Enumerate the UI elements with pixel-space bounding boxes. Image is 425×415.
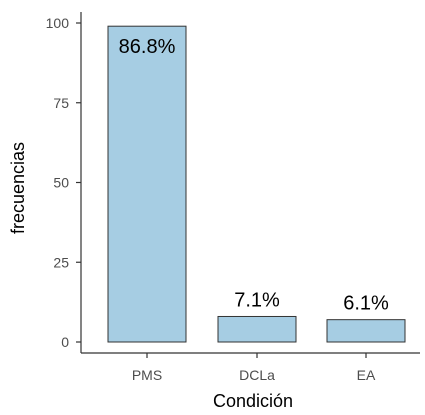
data-label-pms: 86.8%	[119, 36, 176, 58]
bars	[107, 25, 406, 343]
x-tick-label: PMS	[132, 367, 162, 383]
x-tick-label: DCLa	[239, 367, 275, 383]
y-tick-label: 100	[46, 15, 70, 31]
data-labels: 86.8% 7.1% 6.1%	[119, 36, 389, 314]
data-label-ea: 6.1%	[343, 293, 389, 315]
y-tick-label: 50	[53, 175, 69, 191]
data-label-dcla: 7.1%	[234, 289, 280, 311]
y-tick-label: 25	[53, 254, 69, 270]
x-axis-title: Condición	[213, 391, 293, 411]
x-tick-label: EA	[357, 367, 376, 383]
y-tick-label: 75	[53, 95, 69, 111]
y-tick-label: 0	[61, 334, 69, 350]
x-axis: PMS DCLa EA	[81, 352, 420, 383]
bar-dcla	[217, 315, 297, 343]
bar-ea	[326, 319, 406, 343]
y-axis: 0 25 50 75 100	[46, 12, 82, 353]
y-axis-title: frecuencias	[8, 142, 28, 234]
bar-pms	[107, 25, 187, 343]
